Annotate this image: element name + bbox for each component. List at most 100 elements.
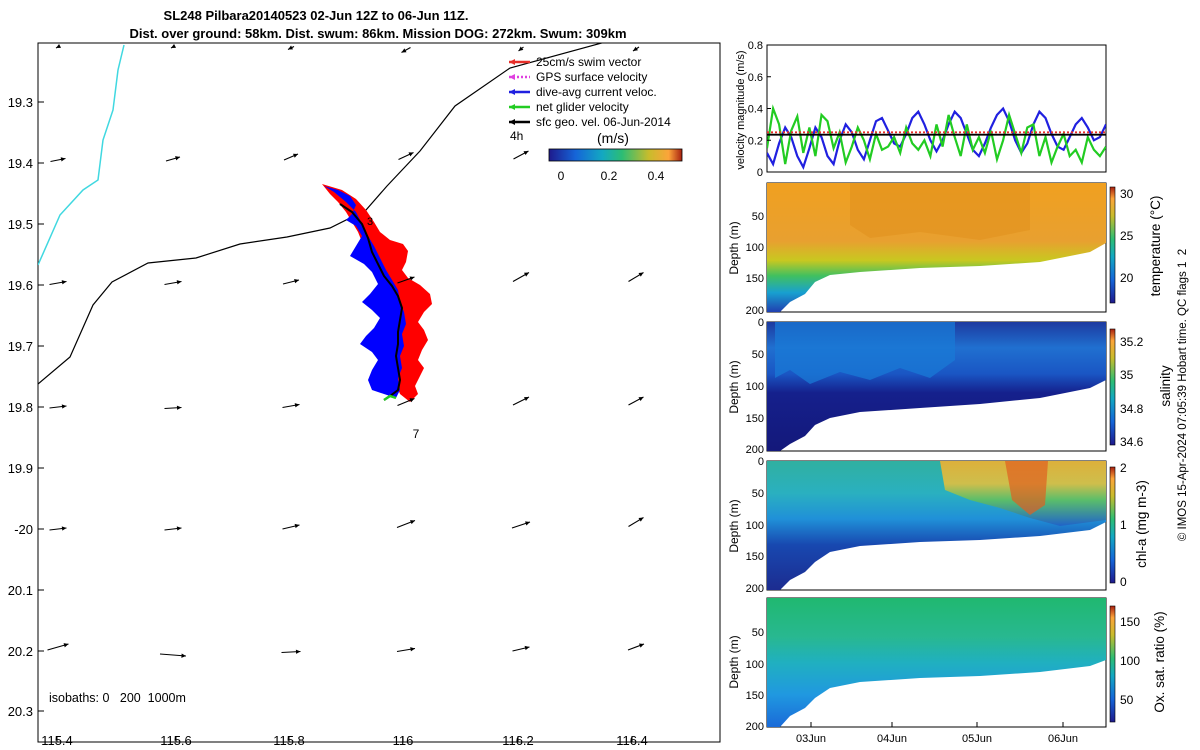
geostrophic-arrow [49, 280, 67, 286]
geostrophic-arrow [628, 396, 644, 406]
temperature-cbar-label: temperature (°C) [1148, 196, 1163, 297]
salinity-cbar-tick-2: 34.8 [1120, 402, 1144, 416]
geostrophic-arrow [628, 517, 644, 527]
title-line-2: Dist. over ground: 58km. Dist. swum: 86k… [129, 26, 626, 41]
legend-arrowhead [509, 89, 515, 95]
map-ytick-label: 20.2 [8, 644, 33, 659]
geostrophic-arrow [164, 405, 182, 410]
velocity-ytick-label: 0.6 [748, 72, 763, 84]
geostrophic-arrow [396, 519, 416, 529]
velocity-series-line [767, 104, 1106, 167]
map-ytick-label: 19.4 [8, 156, 33, 171]
oxygen-ytick-1: 50 [752, 627, 764, 639]
geostrophic-arrow [49, 404, 67, 409]
time-xtick-label: 03Jun [796, 733, 826, 745]
map-xtick-label: 116.4 [616, 733, 648, 748]
geostrophic-arrow [397, 397, 415, 407]
speed-colorbar-tick-0: 0 [558, 169, 565, 183]
oxygen-cbar-label: Ox. sat. ratio (%) [1152, 611, 1167, 712]
chlorophyll-peak-patch [1005, 461, 1048, 515]
geostrophic-arrow [518, 46, 524, 52]
net-velocity-tail [383, 394, 397, 402]
map-ytick-label: 19.8 [8, 400, 33, 415]
speed-colorbar-label: (m/s) [597, 130, 629, 146]
map-xtick-label: 116 [393, 733, 414, 748]
velocity-ytick-label: 0.4 [748, 104, 763, 116]
temperature-band [850, 183, 1030, 240]
chlorophyll-ytick-2: 100 [746, 520, 764, 532]
velocity-ytick-label: 0.8 [748, 40, 763, 52]
geostrophic-arrow [398, 152, 414, 160]
map-frame [37, 42, 721, 743]
speed-colorbar [548, 148, 683, 162]
salinity-high-patch [775, 322, 955, 384]
legend-arrowhead [509, 74, 515, 80]
geostrophic-arrow [49, 526, 67, 531]
legend-arrowhead [509, 59, 515, 65]
chlorophyll-cbar-tick-2: 2 [1120, 461, 1127, 475]
geostrophic-arrow [164, 526, 182, 531]
chlorophyll-cbar-tick-1: 1 [1120, 518, 1127, 532]
chlorophyll-ytick-0: 0 [758, 456, 764, 468]
chlorophyll-ytick-4: 200 [746, 583, 764, 595]
oxygen-colorbar [1109, 605, 1116, 723]
chlorophyll-cbar-tick-0: 0 [1120, 575, 1127, 589]
salinity-ytick-2: 100 [746, 381, 764, 393]
isobaths-label: isobaths: 0 200 1000m [49, 691, 186, 705]
temperature-ytick-4: 200 [746, 305, 764, 317]
legend-label: 25cm/s swim vector [536, 55, 641, 69]
temperature-depth-label: Depth (m) [727, 221, 741, 274]
geostrophic-arrow [159, 653, 187, 658]
geostrophic-arrow [47, 643, 69, 651]
map-xtick-label: 115.4 [41, 733, 73, 748]
velocity-ytick-label: 0.2 [748, 135, 763, 147]
temperature-colorbar [1109, 186, 1116, 304]
geostrophic-arrow [164, 280, 182, 286]
salinity-panel: Depth (m) 0 50 100 150 200 35.2 35 34.8 … [727, 317, 1173, 456]
scale-time-label: 4h [510, 129, 523, 143]
geostrophic-arrow [397, 276, 415, 284]
chlorophyll-depth-label: Depth (m) [727, 499, 741, 552]
map-ytick-label: 19.5 [8, 217, 33, 232]
temperature-panel: Depth (m) 50 100 150 200 30 25 20 temper… [727, 182, 1163, 317]
map-ytick-label: 19.3 [8, 95, 33, 110]
chlorophyll-colorbar [1109, 466, 1116, 584]
salinity-cbar-tick-0: 35.2 [1120, 335, 1144, 349]
map-ytick-label: 19.7 [8, 339, 33, 354]
time-axis-ticks: 03Jun 04Jun 05Jun 06Jun [796, 722, 1078, 745]
map-xtick-label: 115.6 [160, 733, 192, 748]
map-ytick-label: 20.1 [8, 583, 33, 598]
legend-label: GPS surface velocity [536, 70, 647, 84]
oxygen-cbar-tick-150: 150 [1120, 615, 1140, 629]
oxygen-section [767, 598, 1106, 727]
geostrophic-arrow [401, 47, 411, 53]
oxygen-ytick-3: 150 [746, 690, 764, 702]
swim-vector-fill [322, 184, 432, 402]
map-axis-ticks: 115.4 115.6 115.8 116 116.2 116.4 19.3 19.4 19.5… [8, 95, 648, 748]
salinity-ytick-3: 150 [746, 413, 764, 425]
chlorophyll-ytick-3: 150 [746, 551, 764, 563]
velocity-series-line [767, 106, 1106, 170]
salinity-ytick-1: 50 [752, 349, 764, 361]
salinity-cbar-label: salinity [1158, 365, 1173, 407]
speed-colorbar-tick-2: 0.4 [648, 169, 665, 183]
glider-track-group [322, 184, 432, 402]
coastline [38, 44, 125, 266]
legend-arrowhead [509, 119, 515, 125]
geostrophic-arrow [283, 153, 299, 161]
salinity-cbar-tick-1: 35 [1120, 368, 1134, 382]
legend-label: dive-avg current veloc. [536, 85, 657, 99]
salinity-colorbar [1109, 328, 1116, 446]
temperature-cbar-tick-25: 25 [1120, 229, 1134, 243]
geostrophic-arrow [512, 272, 530, 282]
oxygen-depth-label: Depth (m) [727, 635, 741, 688]
map-ytick-label: 19.9 [8, 461, 33, 476]
point-label-end: 7 [413, 427, 420, 441]
credit-text: © IMOS 15-Apr-2024 07:05:39 Hobart time.… [1177, 249, 1189, 541]
geostrophic-arrow [287, 45, 295, 50]
point-label-start: 3 [367, 216, 373, 228]
temperature-cbar-tick-30: 30 [1120, 187, 1134, 201]
temperature-ytick-3: 150 [746, 273, 764, 285]
geostrophic-arrow [512, 396, 530, 406]
temperature-ytick-1: 50 [752, 211, 764, 223]
